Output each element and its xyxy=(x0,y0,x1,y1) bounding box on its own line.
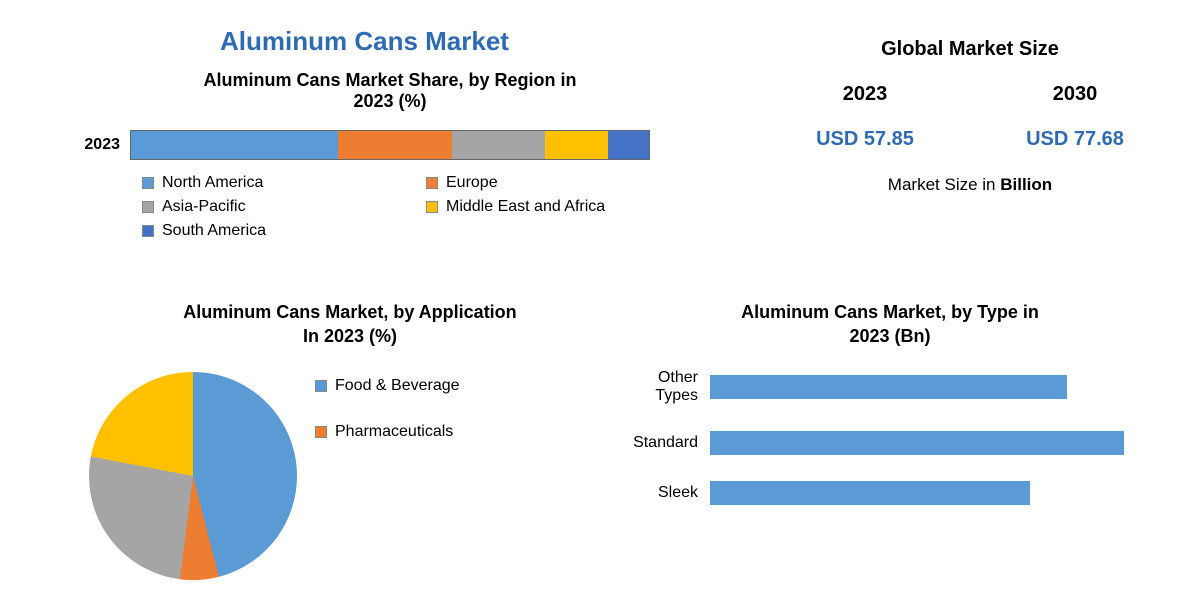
gms-title: Global Market Size xyxy=(760,38,1180,61)
region-segment-1 xyxy=(338,131,452,159)
type-row-label: OtherTypes xyxy=(600,369,710,406)
region-segment-0 xyxy=(131,131,338,159)
legend-label: North America xyxy=(162,174,263,192)
type-row-1: Standard xyxy=(600,431,1180,455)
type-row-2: Sleek xyxy=(600,481,1180,505)
gms-unit-bold: Billion xyxy=(1000,175,1052,194)
type-chart-title: Aluminum Cans Market, by Type in2023 (Bn… xyxy=(600,300,1180,349)
pie-legend-item-1: Pharmaceuticals xyxy=(315,423,630,441)
gms-years-row: 2023 2030 xyxy=(760,83,1180,106)
type-bar-track xyxy=(710,431,1180,455)
gms-year-0: 2023 xyxy=(843,83,888,106)
legend-label: Pharmaceuticals xyxy=(335,423,453,441)
pie-body: Food & Beverage Pharmaceuticals xyxy=(70,365,630,595)
region-legend-item-3: Middle East and Africa xyxy=(426,198,710,216)
legend-swatch xyxy=(315,380,327,392)
region-segment-2 xyxy=(452,131,545,159)
type-bar-track xyxy=(710,481,1180,505)
legend-label: Asia-Pacific xyxy=(162,198,246,216)
type-bar xyxy=(710,431,1124,455)
type-bar-track xyxy=(710,375,1180,399)
type-bar xyxy=(710,375,1067,399)
region-legend: North America Europe Asia-Pacific Middle Ea… xyxy=(142,174,710,246)
pie-legend: Food & Beverage Pharmaceuticals xyxy=(315,365,630,595)
gms-values-row: USD 57.85 USD 77.68 xyxy=(760,128,1180,151)
region-share-chart: Aluminum Cans Market Share, by Region in… xyxy=(70,70,710,246)
gms-value-1: USD 77.68 xyxy=(1026,128,1124,151)
gms-value-0: USD 57.85 xyxy=(816,128,914,151)
region-segment-3 xyxy=(545,131,607,159)
pie-legend-item-0: Food & Beverage xyxy=(315,377,630,395)
root: Aluminum Cans Market Aluminum Cans Marke… xyxy=(0,0,1200,600)
pie-title: Aluminum Cans Market, by ApplicationIn 2… xyxy=(70,300,630,349)
legend-swatch xyxy=(142,177,154,189)
legend-swatch xyxy=(426,177,438,189)
gms-year-1: 2030 xyxy=(1053,83,1098,106)
type-bar-chart: Aluminum Cans Market, by Type in2023 (Bn… xyxy=(600,300,1180,531)
legend-swatch xyxy=(142,225,154,237)
legend-label: South America xyxy=(162,222,266,240)
legend-swatch xyxy=(315,426,327,438)
legend-label: Food & Beverage xyxy=(335,377,460,395)
global-market-size: Global Market Size 2023 2030 USD 57.85 U… xyxy=(760,38,1180,195)
gms-unit-prefix: Market Size in xyxy=(888,175,1000,194)
region-legend-item-1: Europe xyxy=(426,174,710,192)
type-rows: OtherTypes Standard Sleek xyxy=(600,369,1180,506)
legend-label: Middle East and Africa xyxy=(446,198,605,216)
region-row-label: 2023 xyxy=(70,136,130,154)
region-chart-title: Aluminum Cans Market Share, by Region in… xyxy=(70,70,710,112)
type-row-label: Sleek xyxy=(600,484,710,502)
region-legend-item-2: Asia-Pacific xyxy=(142,198,426,216)
legend-label: Europe xyxy=(446,174,498,192)
region-segment-4 xyxy=(608,131,649,159)
type-row-0: OtherTypes xyxy=(600,369,1180,406)
pie-wrap xyxy=(70,365,315,595)
main-title: Aluminum Cans Market xyxy=(220,26,509,57)
legend-swatch xyxy=(426,201,438,213)
gms-unit: Market Size in Billion xyxy=(760,175,1180,195)
pie xyxy=(88,371,298,581)
region-bar-row: 2023 xyxy=(70,130,710,160)
type-row-label: Standard xyxy=(600,434,710,452)
stacked-bar xyxy=(130,130,650,160)
region-legend-item-0: North America xyxy=(142,174,426,192)
type-bar xyxy=(710,481,1030,505)
application-pie-chart: Aluminum Cans Market, by ApplicationIn 2… xyxy=(70,300,630,595)
region-legend-item-4: South America xyxy=(142,222,426,240)
legend-swatch xyxy=(142,201,154,213)
